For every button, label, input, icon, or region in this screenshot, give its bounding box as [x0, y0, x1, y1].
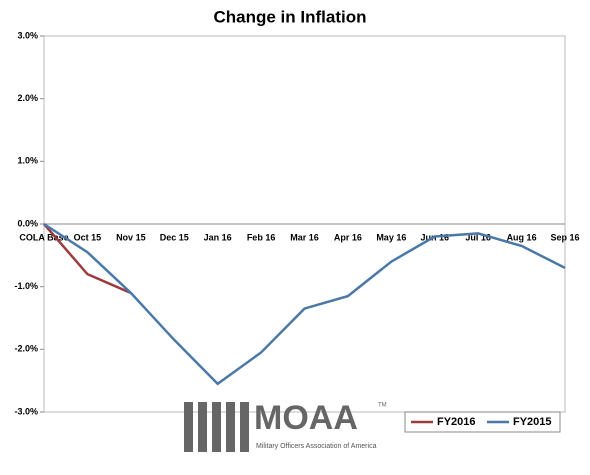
x-tick-label: Aug 16 — [507, 232, 537, 242]
legend-box — [404, 411, 561, 433]
series-line — [43, 223, 132, 295]
legend-label: FY2016 — [437, 416, 476, 428]
x-tick-label: May 16 — [376, 232, 406, 242]
x-tick-label: Feb 16 — [247, 232, 276, 242]
logo-bar — [212, 402, 221, 452]
logo-mark: TM — [378, 403, 387, 409]
y-tick-label: 1.0% — [17, 156, 38, 166]
y-tick-label: -2.0% — [14, 344, 38, 354]
y-tick-label: -1.0% — [14, 281, 38, 291]
logo-bar — [240, 402, 249, 452]
x-tick-label: Apr 16 — [334, 232, 362, 242]
legend-label: FY2015 — [513, 416, 552, 428]
x-tick-label: Dec 15 — [160, 232, 189, 242]
logo-tagline: Military Officers Association of America — [256, 443, 377, 450]
y-tick-label: -3.0% — [14, 406, 38, 416]
x-tick-label: COLA Base — [19, 232, 68, 242]
x-tick-label: Sep 16 — [550, 232, 579, 242]
x-tick-label: Jul 16 — [465, 232, 491, 242]
chart-title: Change in Inflation — [214, 7, 367, 26]
y-tick-label: 3.0% — [17, 30, 38, 40]
logo-name: MOAA — [254, 399, 358, 437]
logo-bar — [226, 402, 235, 452]
y-tick-label: 2.0% — [17, 93, 38, 103]
x-tick-label: Oct 15 — [74, 232, 102, 242]
x-tick-label: Mar 16 — [290, 232, 319, 242]
x-tick-label: Nov 15 — [116, 232, 146, 242]
logo: MOAA TM Military Officers Association of… — [184, 399, 387, 452]
logo-bar — [198, 402, 207, 452]
y-tick-label: 0.0% — [17, 218, 38, 228]
logo-bar — [184, 402, 193, 452]
x-tick-label: Jan 16 — [204, 232, 232, 242]
series-line — [43, 222, 566, 386]
